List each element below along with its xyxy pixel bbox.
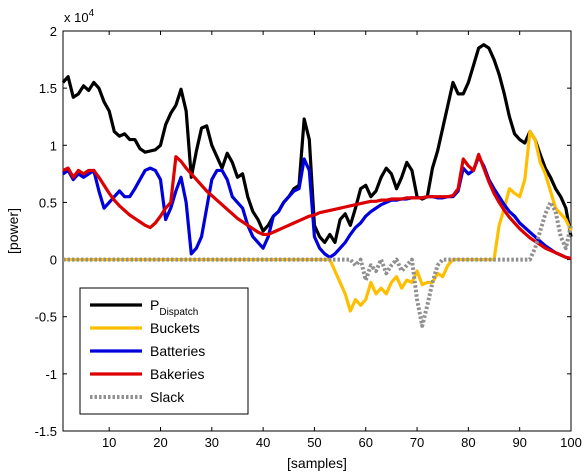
x-tick-label: 90 xyxy=(512,435,526,450)
series-line-p xyxy=(61,43,573,245)
y-axis-title: [power] xyxy=(5,208,21,254)
x-tick-label: 60 xyxy=(359,435,373,450)
x-axis: 10 20 30 40 50 60 70 80 90 100 xyxy=(102,31,582,450)
y-tick-label: 0.5 xyxy=(39,195,57,210)
y-axis: -1.5 -1 -0.5 0 0.5 1 1.5 2 xyxy=(35,24,571,439)
y-tick-label: -0.5 xyxy=(35,310,57,325)
y-multiplier-label: x 104 xyxy=(64,8,95,25)
x-axis-title: [samples] xyxy=(287,455,347,471)
x-tick-label: 20 xyxy=(153,435,167,450)
y-tick-label: 2 xyxy=(50,24,57,39)
legend-label: Slack xyxy=(150,389,185,405)
x-tick-label: 80 xyxy=(461,435,475,450)
series-line-slack xyxy=(63,200,573,328)
legend: PDispatch Buckets Batteries Bakeries Slack xyxy=(79,287,249,415)
x-tick-label: 100 xyxy=(560,435,582,450)
x-tick-label: 40 xyxy=(256,435,270,450)
legend-label: Batteries xyxy=(150,343,205,359)
legend-label: Bakeries xyxy=(150,366,204,382)
x-tick-label: 50 xyxy=(307,435,321,450)
series-layer xyxy=(61,43,573,328)
legend-label: Buckets xyxy=(150,320,200,336)
y-tick-label: -1 xyxy=(45,367,57,382)
y-tick-label: 1 xyxy=(50,138,57,153)
x-tick-label: 10 xyxy=(102,435,116,450)
y-tick-label: 1.5 xyxy=(39,81,57,96)
x-tick-label: 30 xyxy=(205,435,219,450)
y-tick-label: 0 xyxy=(50,253,57,268)
x-tick-label: 70 xyxy=(410,435,424,450)
legend-label: PDispatch xyxy=(150,297,198,318)
series-line-buckets xyxy=(63,129,573,313)
y-tick-label: -1.5 xyxy=(35,424,57,439)
series-line-bakeries xyxy=(62,152,572,260)
